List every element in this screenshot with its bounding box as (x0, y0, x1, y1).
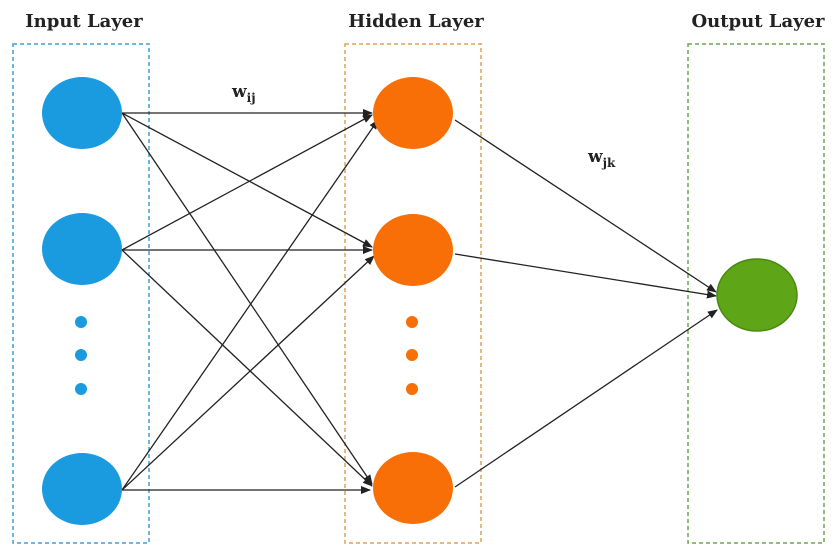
edge-i3-h1 (121, 119, 379, 491)
weight-label-wij: wij (231, 82, 256, 105)
hidden-nodes (373, 77, 453, 524)
weight-label-wij-subscript: ij (247, 91, 256, 105)
input-node (42, 77, 122, 149)
input-layer-title: Input Layer (25, 11, 143, 32)
hidden-node (373, 77, 453, 149)
edge-h1-o1 (454, 119, 717, 293)
weight-label-wij-base: w (231, 82, 247, 102)
input-node (42, 213, 122, 285)
output-layer-title: Output Layer (691, 11, 825, 32)
edge-h3-o1 (454, 309, 718, 488)
weight-label-wjk-base: w (587, 147, 603, 167)
edge-i3-h2 (121, 255, 375, 491)
hidden-ellipsis-dot (406, 316, 418, 328)
weight-label-wjk-subscript: jk (602, 156, 616, 170)
hidden-layer-title: Hidden Layer (348, 11, 484, 32)
edge-h2-o1 (454, 253, 717, 299)
weight-label-wjk: wjk (587, 147, 616, 170)
input-ellipsis-dot (75, 383, 87, 395)
hidden-node (373, 214, 453, 286)
input-hidden-connections (121, 109, 379, 494)
input-ellipsis-dot (75, 349, 87, 361)
input-nodes (42, 77, 122, 525)
hidden-layer-box (344, 43, 482, 544)
hidden-output-connections (454, 119, 718, 488)
output-node (716, 258, 798, 332)
input-node (42, 453, 122, 525)
output-layer-box (687, 43, 825, 544)
edge-i2-h1 (121, 114, 373, 251)
input-layer-box (12, 43, 150, 544)
hidden-ellipsis-dot (406, 349, 418, 361)
edge-i2-h3 (121, 249, 373, 487)
input-ellipsis-dot (75, 316, 87, 328)
edge-i1-h2 (121, 112, 373, 248)
hidden-node (373, 452, 453, 524)
edge-i1-h3 (121, 112, 373, 485)
hidden-ellipsis-dot (406, 383, 418, 395)
